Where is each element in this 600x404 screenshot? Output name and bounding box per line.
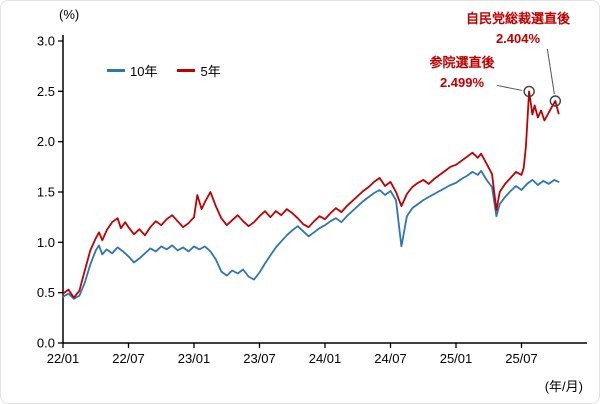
annotation-upper-house-election-value: 2.499% <box>439 75 485 91</box>
legend-label-10y: 10年 <box>130 64 158 79</box>
legend-item-5y: 5年 <box>177 61 221 80</box>
svg-text:25/01: 25/01 <box>440 351 473 366</box>
legend-swatch-5y-line <box>177 69 196 72</box>
svg-text:24/01: 24/01 <box>309 351 342 366</box>
svg-text:23/07: 23/07 <box>243 351 276 366</box>
annotation-upper-house-election: 参院選直後 2.499% <box>417 53 507 93</box>
legend-swatch-10y-line <box>107 69 125 72</box>
svg-text:24/07: 24/07 <box>374 351 407 366</box>
legend: 10年 5年 <box>107 61 221 80</box>
y-axis-unit-label: (%) <box>59 7 80 22</box>
svg-text:1.0: 1.0 <box>37 235 55 250</box>
annotation-upper-house-election-label: 参院選直後 <box>429 55 495 70</box>
svg-text:0.0: 0.0 <box>37 336 55 351</box>
annotation-ldp-election-label: 自民党総裁選直後 <box>465 11 570 26</box>
svg-text:22/01: 22/01 <box>47 351 80 366</box>
svg-text:1.5: 1.5 <box>37 185 55 200</box>
svg-text:22/07: 22/07 <box>112 351 145 366</box>
annotation-ldp-election: 自民党総裁選直後 2.404% <box>443 9 593 49</box>
svg-text:3.0: 3.0 <box>37 34 55 49</box>
legend-label-5y: 5年 <box>200 64 221 79</box>
svg-text:25/07: 25/07 <box>505 351 538 366</box>
svg-text:0.5: 0.5 <box>37 285 55 300</box>
annotation-ldp-election-value: 2.404% <box>495 31 541 47</box>
x-axis-unit-label: (年/月) <box>544 379 583 394</box>
svg-text:2.5: 2.5 <box>37 84 55 99</box>
svg-text:2.0: 2.0 <box>37 134 55 149</box>
legend-item-10y: 10年 <box>107 61 157 80</box>
svg-text:23/01: 23/01 <box>178 351 211 366</box>
